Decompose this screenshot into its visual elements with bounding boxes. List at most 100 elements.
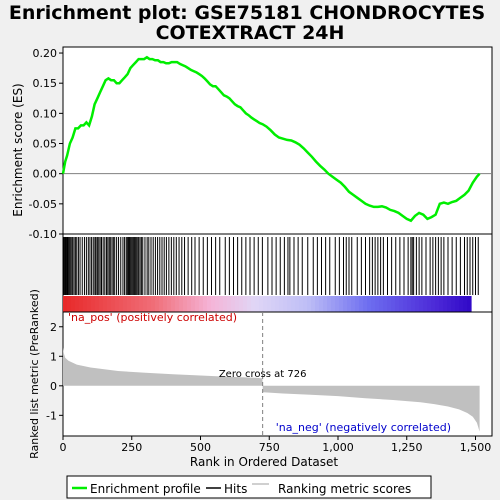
heat-bar-cell [391,296,396,312]
heat-bar-cell [123,296,128,312]
heat-bar-cell [359,296,364,312]
heat-bar-cell [379,296,384,312]
heat-bar-cell [291,296,296,312]
heat-bar-cell [79,296,84,312]
heat-bar-cell [243,296,248,312]
heat-bar-cell [463,296,468,312]
x-axis-label: Rank in Ordered Dataset [190,455,338,469]
metric-y-tick-label: -1 [46,409,57,422]
heat-bar-cell [215,296,220,312]
heat-bar-cell [95,296,100,312]
x-tick-label: 500 [190,441,211,454]
enrichment-profile-line [61,55,481,223]
x-tick-label: 0 [60,441,67,454]
heat-bar-cell [299,296,304,312]
heat-bar-cell [371,296,376,312]
heat-bar-cell [383,296,388,312]
heat-bar-cell [351,296,356,312]
heat-bar-cell [355,296,360,312]
heat-bar-cell [235,296,240,312]
heat-bar-cell [167,296,172,312]
heat-bar-cell [419,296,424,312]
heat-bar-cell [415,296,420,312]
es-y-tick-label: 0.05 [33,138,58,151]
heat-bar-cell [399,296,404,312]
heat-bar-cell [263,296,268,312]
heat-bar-cell [443,296,448,312]
heat-bar-cell [335,296,340,312]
heat-bar-cell [211,296,216,312]
heat-bar-cell [219,296,224,312]
heat-bar-cell [191,296,196,312]
heat-bar-cell [203,296,208,312]
heat-bar-cell [315,296,320,312]
es-y-tick-label: -0.10 [29,228,57,241]
heat-bar-cell [127,296,132,312]
es-y-tick-label: 0.15 [33,77,58,90]
heat-bar-cell [207,296,212,312]
heat-bar-cell [199,296,204,312]
heat-bar-cell [227,296,232,312]
positive-correlation-label: 'na_pos' (positively correlated) [68,311,237,324]
heat-bar-cell [331,296,336,312]
heat-bar-cell [131,296,136,312]
heat-bar-cell [231,296,236,312]
heat-bar-cell [239,296,244,312]
x-tick-label: 250 [121,441,142,454]
x-tick-label: 750 [259,441,280,454]
es-y-tick-label: 0.20 [33,47,58,60]
heat-bar-cell [459,296,464,312]
chart-title-line-2: COTEXTRACT 24H [156,22,345,44]
hits-marks [63,237,479,295]
heat-bar-cell [147,296,152,312]
heat-bar-cell [247,296,252,312]
heat-bar-cell [339,296,344,312]
heat-bar-cell [83,296,88,312]
heat-bar-cell [447,296,452,312]
es-plot-area [62,46,493,235]
heat-bar-cell [427,296,432,312]
metric-y-tick-label: 1 [50,350,57,363]
heat-bar-cell [347,296,352,312]
heat-bar-cell [195,296,200,312]
es-y-tick-label: 0.10 [33,107,58,120]
metric-y-tick-label: 2 [50,321,57,334]
heat-bar-cell [375,296,380,312]
heat-bar-cell [87,296,92,312]
es-y-tick-label: -0.05 [29,198,57,211]
heat-bar-cell [275,296,280,312]
legend-metric-label: Ranking metric scores [278,482,411,496]
chart-title-line-1: Enrichment plot: GSE75181 CHONDROCYTES [9,2,485,24]
heat-bar-cell [107,296,112,312]
metric-y-axis: -1 0 1 2 [46,321,63,422]
x-tick-label: 1,250 [391,441,423,454]
heat-bar-cell [403,296,408,312]
heat-bar-cell [367,296,372,312]
heat-bar-cell [395,296,400,312]
heat-bar-cell [467,296,472,312]
heat-bar-cell [411,296,416,312]
ranking-heat-bar [63,296,472,312]
heat-bar-cell [175,296,180,312]
heat-bar-cell [187,296,192,312]
heat-bar-cell [99,296,104,312]
heat-bar-cell [323,296,328,312]
heat-bar-cell [67,296,72,312]
heat-bar-cell [91,296,96,312]
legend-hits-label: Hits [224,482,247,496]
heat-bar-cell [279,296,284,312]
heat-bar-cell [267,296,272,312]
heat-bar-cell [151,296,156,312]
heat-bar-cell [363,296,368,312]
es-y-tick-label: 0.00 [33,168,58,181]
heat-bar-cell [155,296,160,312]
heat-bar-cell [451,296,456,312]
heat-bar-cell [295,296,300,312]
negative-correlation-label: 'na_neg' (negatively correlated) [276,421,451,434]
ranking-metric-area [63,347,480,432]
legend-box [66,475,432,499]
heat-bar-cell [407,296,412,312]
heat-bar-cell [251,296,256,312]
